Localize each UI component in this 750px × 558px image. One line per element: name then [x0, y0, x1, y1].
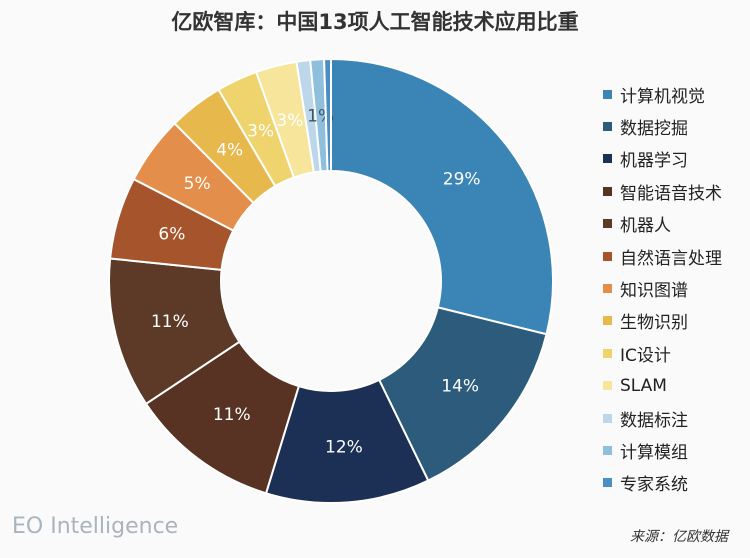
- legend-swatch: [603, 445, 612, 455]
- legend-item: 数据挖掘: [603, 110, 722, 142]
- legend-swatch: [603, 154, 612, 164]
- legend-item: 知识图谱: [603, 272, 722, 304]
- legend-swatch: [603, 478, 612, 488]
- data-label-0: 29%: [443, 170, 481, 190]
- legend-item: IC设计: [603, 337, 722, 369]
- slice-12: [323, 57, 332, 173]
- legend-item: 智能语音技术: [603, 175, 722, 207]
- legend-swatch: [603, 348, 612, 358]
- legend-label: 数据标注: [620, 410, 688, 431]
- data-label-5: 6%: [158, 225, 185, 245]
- legend-item: 机器学习: [603, 143, 722, 175]
- data-label-6: 5%: [184, 174, 211, 194]
- data-label-2: 12%: [325, 437, 363, 457]
- legend-label: SLAM: [620, 375, 667, 396]
- brand-watermark: EO Intelligence: [12, 514, 179, 539]
- legend-swatch: [603, 381, 612, 391]
- donut-chart: 29%14%12%11%11%6%5%4%3%3% 1%: [108, 57, 554, 504]
- data-label-8: 3%: [247, 122, 274, 142]
- legend-swatch: [603, 89, 612, 99]
- legend-label: 智能语音技术: [620, 183, 722, 204]
- legend-label: IC设计: [620, 345, 671, 366]
- legend-swatch: [603, 316, 612, 326]
- legend-swatch: [603, 122, 612, 132]
- legend-label: 计算模组: [620, 442, 688, 463]
- legend-label: 计算机视觉: [620, 86, 705, 107]
- legend-item: 生物识别: [603, 305, 722, 337]
- chart-title: 亿欧智库：中国13项人工智能技术应用比重: [171, 10, 579, 34]
- source-note: 来源：亿欧数据: [630, 529, 728, 545]
- legend-label: 知识图谱: [620, 281, 688, 302]
- legend-label: 自然语言处理: [620, 248, 722, 269]
- legend-swatch: [603, 186, 612, 196]
- legend-swatch: [603, 251, 612, 261]
- legend-item: SLAM: [603, 370, 722, 402]
- legend-label: 专家系统: [620, 475, 688, 496]
- legend-label: 数据挖掘: [620, 119, 688, 140]
- slice-0: [330, 57, 554, 336]
- legend-item: 专家系统: [603, 467, 722, 499]
- legend-swatch: [603, 413, 612, 423]
- legend-label: 生物识别: [620, 313, 688, 334]
- data-label-7: 4%: [216, 141, 243, 161]
- legend-item: 自然语言处理: [603, 240, 722, 272]
- legend: 计算机视觉数据挖掘机器学习智能语音技术 机器人自然语言处理 知识图谱生物识别 IC设计…: [603, 78, 722, 499]
- data-label-4: 11%: [151, 312, 189, 332]
- legend-item: 计算机视觉: [603, 78, 722, 110]
- legend-label: 机器人: [620, 216, 671, 237]
- legend-swatch: [603, 219, 612, 229]
- legend-label: 机器学习: [620, 151, 688, 172]
- legend-item: 机器人: [603, 208, 722, 240]
- data-label-9: 3%: [276, 111, 303, 131]
- legend-item: 计算模组: [603, 434, 722, 466]
- data-label-3: 11%: [213, 405, 251, 425]
- data-label-1: 14%: [441, 376, 479, 396]
- legend-item: 数据标注: [603, 402, 722, 434]
- legend-swatch: [603, 284, 612, 294]
